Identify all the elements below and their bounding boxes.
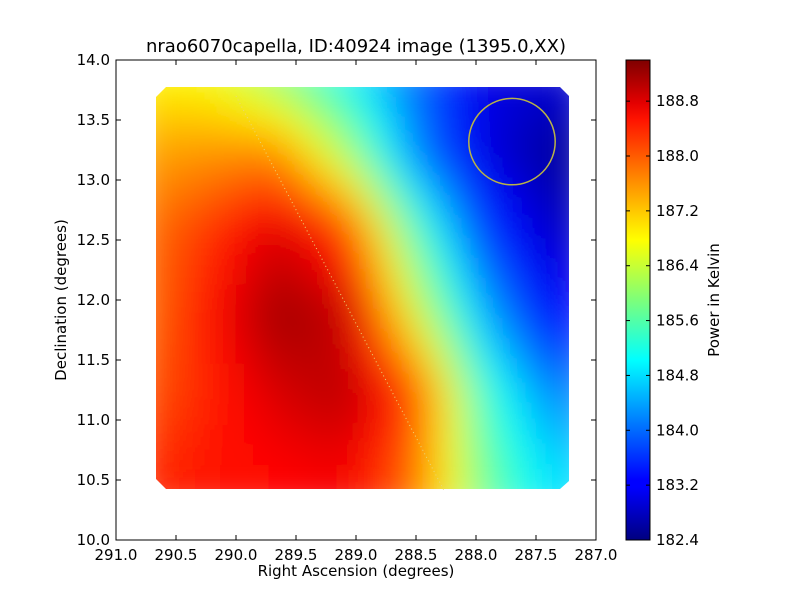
x-tick-label: 288.0 (455, 546, 498, 564)
y-tick-label: 11.0 (77, 411, 110, 429)
colorbar-tick-label: 184.8 (656, 366, 699, 384)
colorbar-tick-label: 183.2 (656, 476, 699, 494)
x-tick-label: 287.0 (575, 546, 618, 564)
colorbar-tick-label: 182.4 (656, 531, 699, 549)
colorbar-tick-label: 185.6 (656, 312, 699, 330)
y-tick-label: 13.0 (77, 171, 110, 189)
y-tick-label: 10.0 (77, 531, 110, 549)
x-tick-label: 290.0 (215, 546, 258, 564)
heatmap-cell (542, 464, 569, 489)
y-tick-label: 11.5 (77, 351, 110, 369)
colorbar-frame (625, 59, 651, 541)
colorbar-tick-label: 184.0 (656, 421, 699, 439)
colorbar-tick-label: 188.0 (656, 147, 699, 165)
annotations-layer (235, 95, 556, 490)
x-axis-label: Right Ascension (degrees) (258, 562, 455, 580)
x-tick-label: 289.5 (275, 546, 318, 564)
x-tick-label: 290.5 (155, 546, 198, 564)
y-tick-label: 10.5 (77, 471, 110, 489)
heatmap-image (156, 87, 569, 489)
y-tick-label: 12.0 (77, 291, 110, 309)
colorbar: 182.4 183.2 184.0 184.8 185.6 186.4 187.2 188.0… (625, 59, 723, 549)
colorbar-gradient (626, 60, 650, 540)
colorbar-tick-label: 188.8 (656, 92, 699, 110)
plot-area (115, 59, 597, 541)
beam-circle (468, 97, 556, 186)
x-tick-label: 287.5 (515, 546, 558, 564)
x-axis-ticks: 291.0 290.5 290.0 289.5 289.0 288.5 288.0 287.5… (95, 60, 618, 564)
colorbar-label: Power in Kelvin (705, 243, 723, 357)
colorbar-ticks: 182.4 183.2 184.0 184.8 185.6 186.4 187.2 188.0… (626, 92, 699, 549)
chart-title: nrao6070capella, ID:40924 image (1395.0,… (146, 36, 566, 57)
x-tick-label: 289.0 (335, 546, 378, 564)
colorbar-tick-label: 187.2 (656, 202, 699, 220)
x-tick-label: 291.0 (95, 546, 138, 564)
y-axis-ticks: 10.0 10.5 11.0 11.5 12.0 12.5 13.0 13.5 14.0 (77, 51, 596, 549)
y-axis-label: Declination (degrees) (52, 219, 70, 381)
y-tick-label: 12.5 (77, 231, 110, 249)
x-tick-label: 288.5 (395, 546, 438, 564)
y-tick-label: 14.0 (77, 51, 110, 69)
y-tick-label: 13.5 (77, 111, 110, 129)
colorbar-tick-label: 186.4 (656, 257, 699, 275)
